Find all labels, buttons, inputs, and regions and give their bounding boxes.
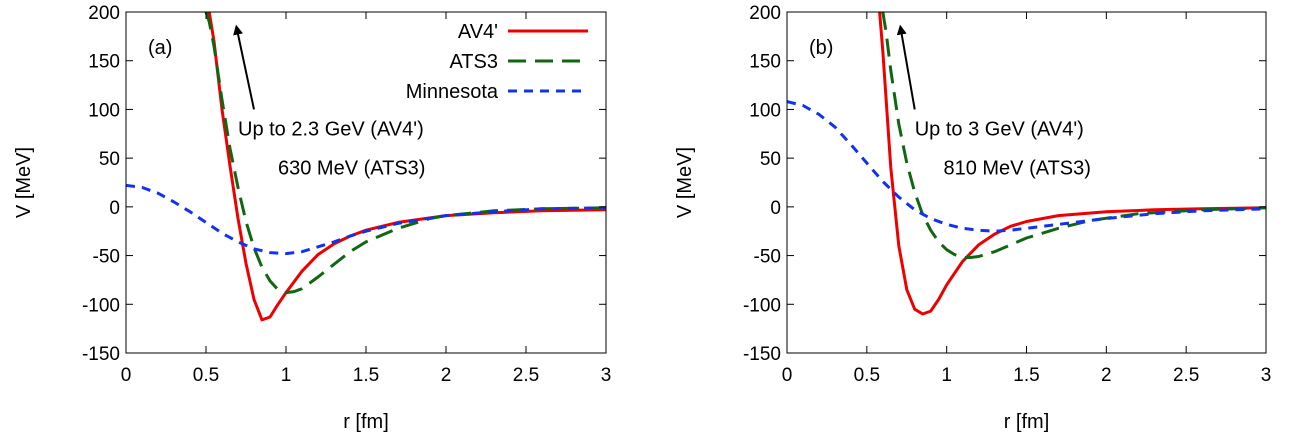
legend-entry-label: Minnesota bbox=[406, 81, 499, 103]
annotation-text: 630 MeV (ATS3) bbox=[278, 158, 425, 180]
legend: AV4' ATS3 Minnesota bbox=[406, 21, 588, 103]
x-tick-label: 0.5 bbox=[193, 365, 219, 386]
x-tick-label: 1 bbox=[941, 365, 952, 386]
x-tick-label: 0.5 bbox=[854, 365, 880, 386]
y-tick-label: -100 bbox=[82, 295, 120, 316]
series-line-av4- bbox=[878, 12, 1266, 316]
series-group bbox=[126, 12, 606, 322]
y-tick-label: 0 bbox=[770, 198, 781, 219]
x-tick-label: 3 bbox=[1261, 365, 1272, 386]
annotation-arrow bbox=[896, 24, 916, 110]
x-tick-label: 1.5 bbox=[1013, 365, 1039, 386]
x-tick-label: 0 bbox=[121, 365, 132, 386]
plot-frame bbox=[125, 11, 607, 354]
x-tick-label: 2 bbox=[441, 365, 452, 386]
y-tick-label: 100 bbox=[749, 100, 781, 121]
y-tick-label: 200 bbox=[88, 3, 120, 24]
x-tick-label: 2.5 bbox=[513, 365, 539, 386]
x-axis-label: r [fm] bbox=[1004, 411, 1050, 433]
y-tick-label: -50 bbox=[93, 247, 120, 268]
annotation-text: 810 MeV (ATS3) bbox=[943, 158, 1090, 180]
chart-panel-1: 0 0.5 1 1.5 2 2.5 3 -150 -100 -50 0 50 100 150 200 r [f… bbox=[13, 3, 611, 433]
y-tick-label: -150 bbox=[743, 344, 781, 365]
y-tick-label: 200 bbox=[749, 3, 781, 24]
y-tick-label: 50 bbox=[760, 149, 781, 170]
x-tick-label: 1 bbox=[281, 365, 292, 386]
chart-panel-2: 0 0.5 1 1.5 2 2.5 3 -150 -100 -50 0 50 100 150 200 r [f… bbox=[674, 3, 1271, 433]
x-axis-label: r [fm] bbox=[343, 411, 389, 433]
panel-label: (b) bbox=[809, 37, 833, 59]
annotation-text: Up to 3 GeV (AV4') bbox=[915, 119, 1084, 141]
y-tick-label: -50 bbox=[754, 247, 781, 268]
plot-frame bbox=[786, 11, 1267, 354]
legend-entry-label: AV4' bbox=[458, 21, 498, 43]
y-axis-label: V [MeV] bbox=[674, 147, 696, 218]
legend-entry-label: ATS3 bbox=[449, 51, 498, 73]
x-tick-label: 2.5 bbox=[1173, 365, 1199, 386]
panel-label: (a) bbox=[148, 37, 172, 59]
series-line-minnesota bbox=[126, 183, 606, 256]
annotation-text: Up to 2.3 GeV (AV4') bbox=[238, 119, 424, 141]
x-tick-label: 3 bbox=[601, 365, 612, 386]
x-tick-label: 1.5 bbox=[353, 365, 379, 386]
y-tick-label: 50 bbox=[99, 149, 120, 170]
x-tick-label: 0 bbox=[782, 365, 793, 386]
y-tick-label: -150 bbox=[82, 344, 120, 365]
y-tick-label: -100 bbox=[743, 295, 781, 316]
annotation-arrow bbox=[233, 24, 255, 110]
x-tick-label: 2 bbox=[1101, 365, 1112, 386]
series-line-ats3 bbox=[204, 12, 606, 295]
y-axis-label: V [MeV] bbox=[13, 147, 35, 218]
series-line-ats3 bbox=[881, 12, 1266, 259]
series-group bbox=[787, 12, 1266, 316]
y-tick-label: 100 bbox=[88, 100, 120, 121]
y-tick-label: 0 bbox=[109, 198, 120, 219]
y-tick-label: 150 bbox=[88, 52, 120, 73]
y-tick-label: 150 bbox=[749, 52, 781, 73]
